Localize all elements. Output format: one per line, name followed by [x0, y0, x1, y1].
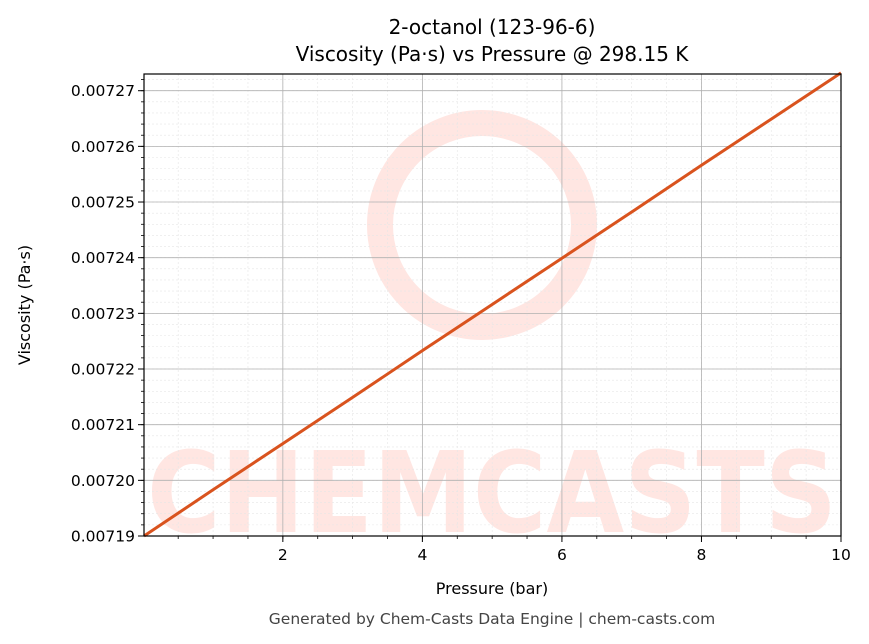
x-tick-label: 8	[697, 546, 707, 564]
y-tick-label: 0.00725	[71, 194, 135, 212]
chart-title: 2-octanol (123-96-6)	[389, 15, 596, 39]
footer-credit: Generated by Chem-Casts Data Engine | ch…	[269, 610, 715, 628]
watermark-logo-ring	[367, 110, 597, 340]
x-tick-label: 2	[278, 546, 288, 564]
y-tick-label: 0.00723	[71, 305, 135, 323]
viscosity-series-line	[143, 71, 842, 538]
y-tick-label: 0.00719	[71, 528, 135, 546]
y-tick-label: 0.00727	[71, 82, 135, 100]
y-axis-ticks: 0.00719 0.00720 0.00721 0.00722 0.00723 0.007…	[71, 79, 144, 546]
x-axis-label: Pressure (bar)	[436, 579, 548, 598]
x-axis-ticks: 2 4 6 8 10	[177, 536, 851, 564]
x-tick-label: 4	[417, 546, 427, 564]
plot-series	[143, 71, 842, 538]
chart-subtitle: Viscosity (Pa·s) vs Pressure @ 298.15 K	[296, 42, 690, 66]
y-tick-label: 0.00722	[71, 361, 135, 379]
y-tick-label: 0.00721	[71, 416, 135, 434]
y-tick-label: 0.00726	[71, 138, 135, 156]
y-tick-label: 0.00720	[71, 472, 135, 490]
y-axis-label: Viscosity (Pa·s)	[15, 245, 34, 365]
x-tick-label: 6	[557, 546, 567, 564]
y-tick-label: 0.00724	[71, 249, 135, 267]
watermark: CHEMCASTS	[147, 110, 837, 559]
x-tick-label: 10	[831, 546, 851, 564]
